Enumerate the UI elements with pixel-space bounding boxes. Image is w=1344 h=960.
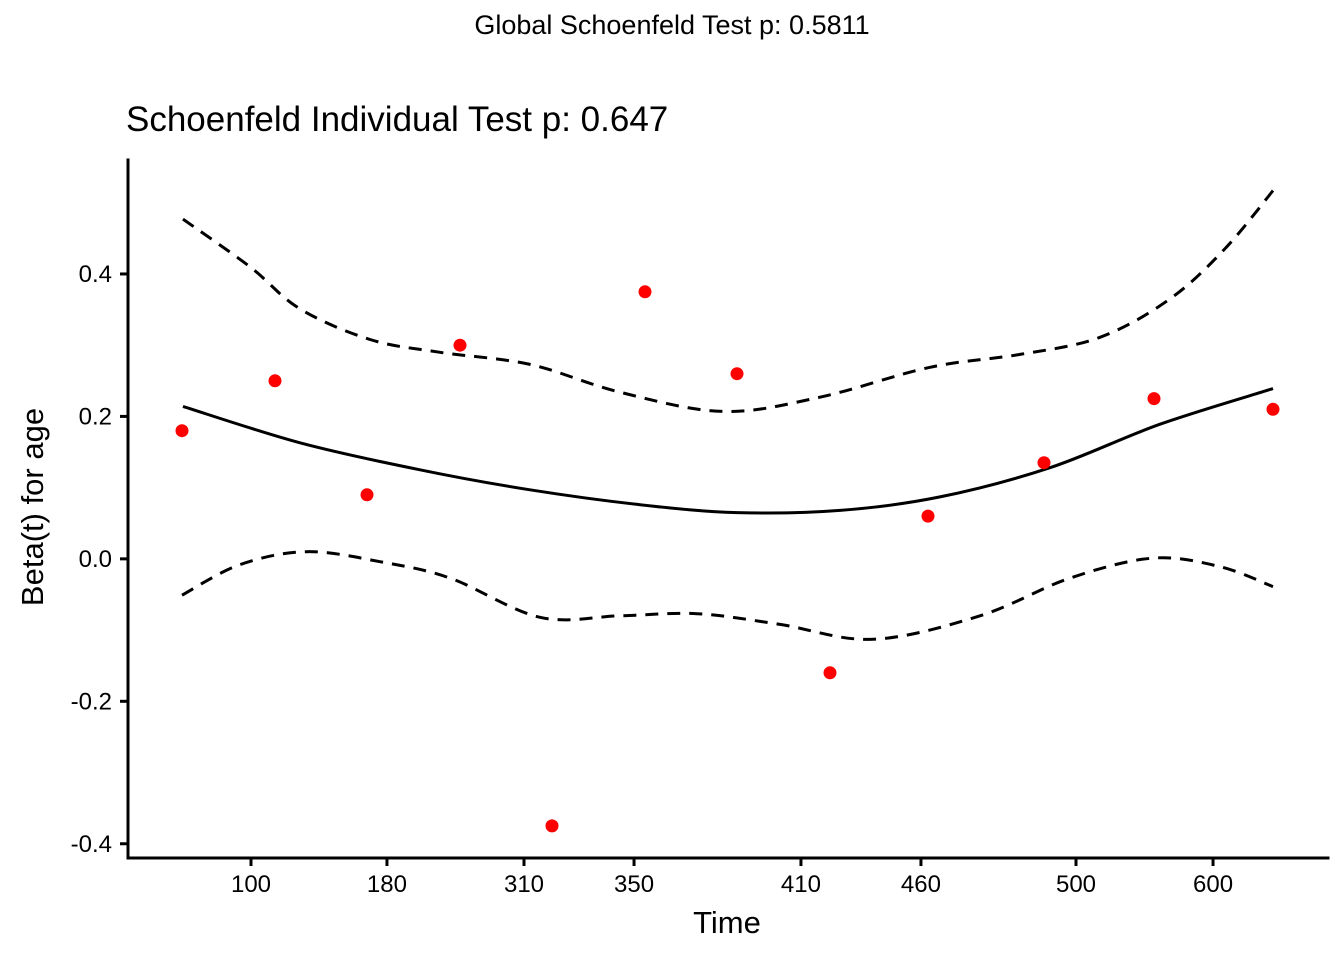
residual-point — [638, 285, 652, 299]
residual-point — [823, 666, 837, 680]
residual-point — [453, 338, 467, 352]
y-tick-label: 0.0 — [79, 546, 112, 573]
x-tick-label: 460 — [901, 871, 941, 898]
x-tick-label: 500 — [1056, 871, 1096, 898]
residual-point — [730, 367, 744, 381]
upper-confidence-band — [182, 189, 1275, 413]
residual-point — [360, 488, 374, 502]
global-test-title: Global Schoenfeld Test p: 0.5811 — [474, 10, 870, 40]
y-tick-label: -0.4 — [71, 831, 112, 858]
y-tick-label: 0.4 — [79, 261, 112, 288]
x-tick-label: 100 — [231, 871, 271, 898]
residual-point — [1147, 392, 1161, 406]
x-tick-label: 600 — [1193, 871, 1233, 898]
x-tick-label: 180 — [367, 871, 407, 898]
y-tick-label: -0.2 — [71, 688, 112, 715]
y-axis-title: Beta(t) for age — [15, 407, 50, 607]
smooth-line — [182, 387, 1274, 515]
y-tick-label: 0.2 — [79, 403, 112, 430]
residual-point — [1266, 402, 1280, 416]
residual-point — [921, 509, 935, 523]
x-tick-label: 310 — [504, 871, 544, 898]
residual-point — [545, 819, 559, 833]
residual-point — [1037, 456, 1051, 470]
x-axis-title: Time — [693, 905, 761, 940]
residual-point — [268, 374, 282, 388]
lower-confidence-band — [181, 550, 1274, 641]
residual-point — [175, 424, 189, 438]
x-tick-label: 350 — [614, 871, 654, 898]
x-tick-label: 410 — [781, 871, 821, 898]
plot-title: Schoenfeld Individual Test p: 0.647 — [126, 100, 669, 139]
